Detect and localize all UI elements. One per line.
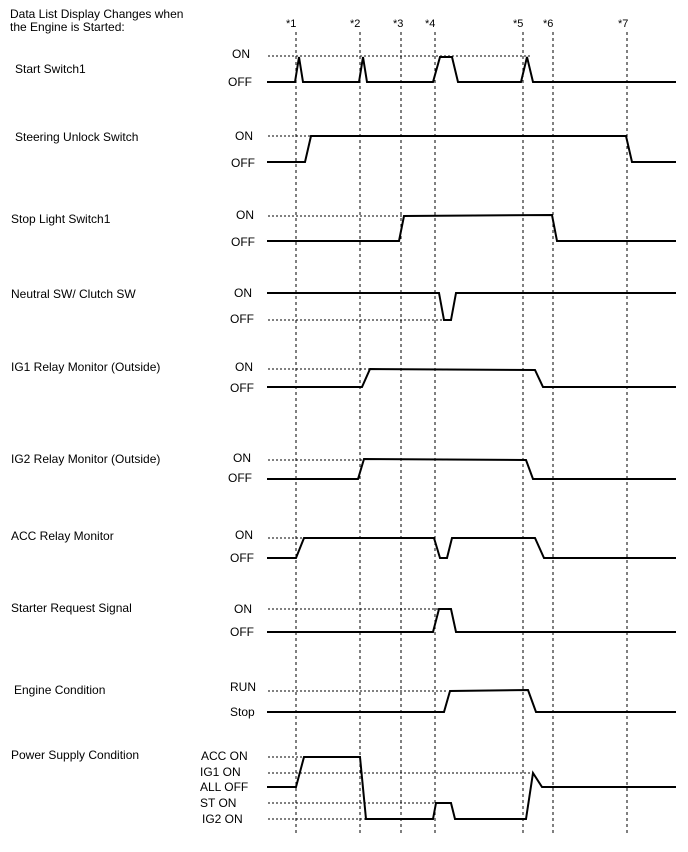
waveform xyxy=(267,213,676,242)
diagram-title-line2: the Engine is Started: xyxy=(10,20,125,34)
state-label-st-on: ST ON xyxy=(200,796,236,810)
waveform xyxy=(267,56,676,83)
state-label-on: ON xyxy=(235,360,253,374)
state-label-off: OFF xyxy=(230,551,254,565)
state-label-acc-on: ACC ON xyxy=(201,749,248,763)
state-label-all-off: ALL OFF xyxy=(200,780,248,794)
state-label-on: ON xyxy=(234,286,252,300)
waveform xyxy=(267,608,676,633)
state-label-on: ON xyxy=(233,451,251,465)
event-marker-1: *1 xyxy=(286,18,296,30)
state-label-on: ON xyxy=(235,528,253,542)
event-marker-2: *2 xyxy=(350,18,360,30)
state-label-stop: Stop xyxy=(230,705,255,719)
signal-acc-relay-monitor: ACC Relay Monitor ON OFF xyxy=(11,528,676,565)
state-label-on: ON xyxy=(232,47,250,61)
state-label-ig1-on: IG1 ON xyxy=(200,765,241,779)
signal-label: Stop Light Switch1 xyxy=(11,212,111,226)
event-marker-3: *3 xyxy=(393,18,403,30)
signal-steering-unlock-switch: Steering Unlock Switch ON OFF xyxy=(15,129,676,170)
signal-power-supply-condition: Power Supply Condition ACC ON IG1 ON ALL… xyxy=(11,748,676,826)
waveform xyxy=(267,688,676,713)
signal-ig2-relay-monitor: IG2 Relay Monitor (Outside) ON OFF xyxy=(11,451,676,485)
event-marker-7: *7 xyxy=(618,18,628,30)
state-label-off: OFF xyxy=(228,75,252,89)
event-marker-4: *4 xyxy=(425,18,435,30)
signal-label: Neutral SW/ Clutch SW xyxy=(11,287,136,301)
waveform xyxy=(267,457,676,480)
signal-label: Engine Condition xyxy=(14,683,105,697)
waveform xyxy=(267,292,676,321)
signal-label: ACC Relay Monitor xyxy=(11,529,114,543)
state-label-off: OFF xyxy=(230,625,254,639)
state-label-off: OFF xyxy=(231,235,255,249)
state-label-off: OFF xyxy=(230,312,254,326)
waveform xyxy=(267,537,676,559)
state-label-off: OFF xyxy=(231,156,255,170)
signal-ig1-relay-monitor: IG1 Relay Monitor (Outside) ON OFF xyxy=(11,360,676,395)
state-label-on: ON xyxy=(235,129,253,143)
state-label-off: OFF xyxy=(228,471,252,485)
signal-stop-light-switch1: Stop Light Switch1 ON OFF xyxy=(11,208,676,249)
signal-label: IG2 Relay Monitor (Outside) xyxy=(11,452,160,466)
event-marker-6: *6 xyxy=(543,18,553,30)
signal-label: Steering Unlock Switch xyxy=(15,130,138,144)
waveform xyxy=(267,367,676,388)
signal-neutral-clutch-sw: Neutral SW/ Clutch SW ON OFF xyxy=(11,286,676,326)
state-label-run: RUN xyxy=(230,680,256,694)
event-guides xyxy=(295,32,628,835)
diagram-title-line1: Data List Display Changes when xyxy=(10,7,183,21)
waveform xyxy=(267,135,676,163)
signal-label: IG1 Relay Monitor (Outside) xyxy=(11,360,160,374)
signal-starter-request: Starter Request Signal ON OFF xyxy=(11,601,676,639)
event-marker-5: *5 xyxy=(513,18,523,30)
waveform xyxy=(267,756,676,820)
state-label-off: OFF xyxy=(230,381,254,395)
state-label-on: ON xyxy=(236,208,254,222)
signal-label: Start Switch1 xyxy=(15,62,86,76)
signal-label: Power Supply Condition xyxy=(11,748,139,762)
signal-label: Starter Request Signal xyxy=(11,601,132,615)
state-label-on: ON xyxy=(234,602,252,616)
signal-engine-condition: Engine Condition RUN Stop xyxy=(14,680,676,719)
state-label-ig2-on: IG2 ON xyxy=(202,812,243,826)
signal-start-switch1: Start Switch1 ON OFF xyxy=(15,47,676,89)
